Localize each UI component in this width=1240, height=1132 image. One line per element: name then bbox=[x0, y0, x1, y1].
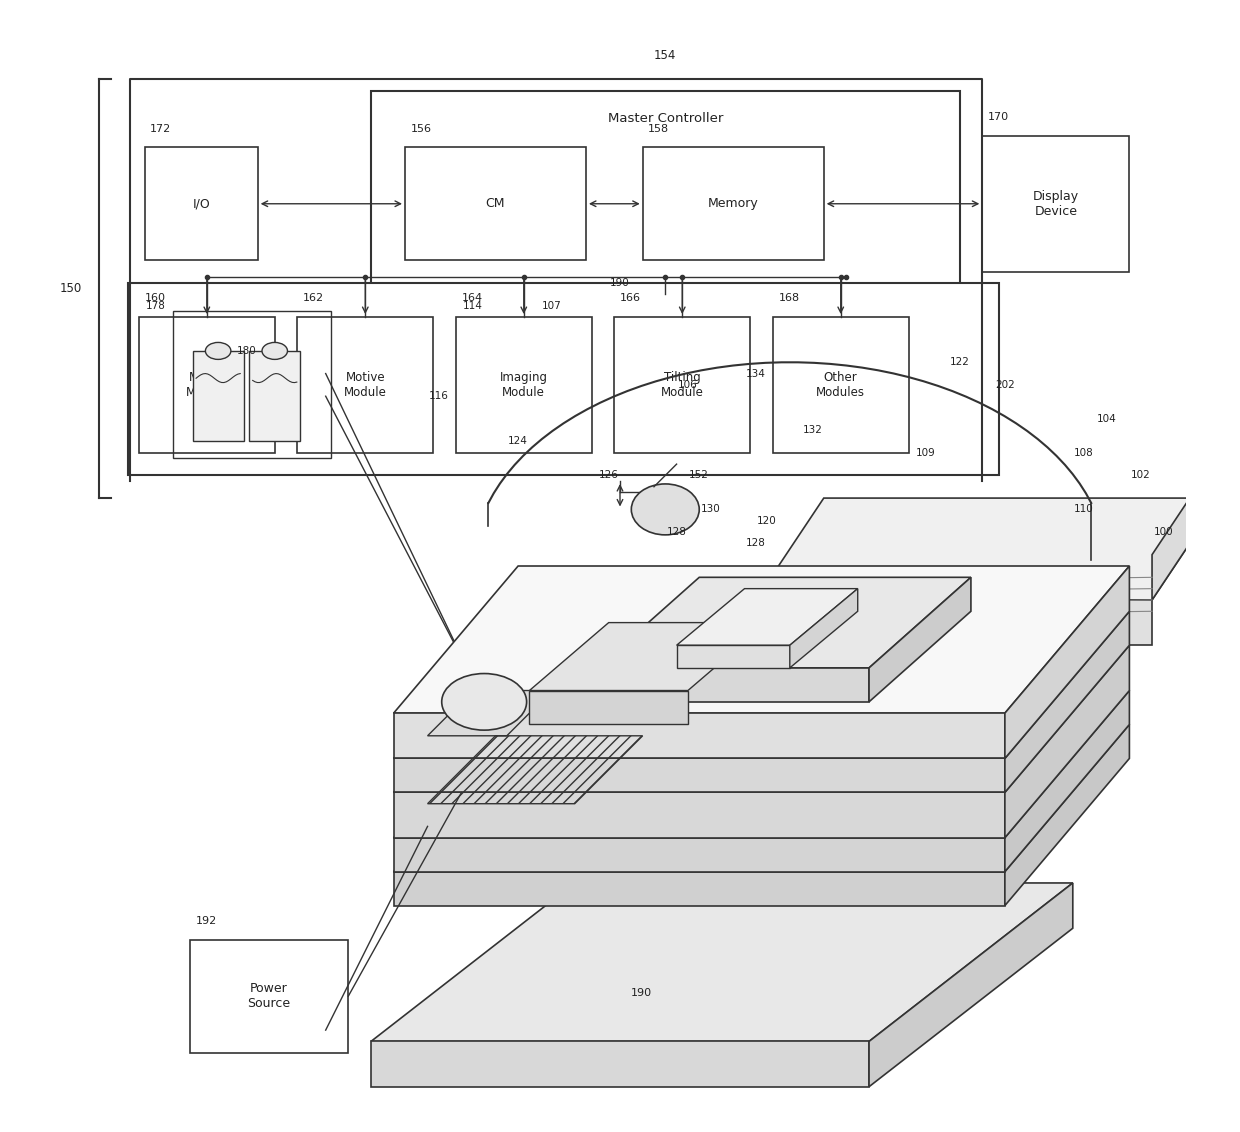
Text: 114: 114 bbox=[463, 301, 482, 310]
Text: Media
Module: Media Module bbox=[186, 371, 228, 398]
Polygon shape bbox=[869, 577, 971, 702]
FancyBboxPatch shape bbox=[192, 351, 243, 441]
Polygon shape bbox=[756, 600, 1152, 645]
Text: Power
Source: Power Source bbox=[248, 983, 290, 1010]
Text: 107: 107 bbox=[542, 301, 562, 310]
FancyBboxPatch shape bbox=[405, 147, 587, 260]
Text: 168: 168 bbox=[779, 293, 800, 303]
Text: 110: 110 bbox=[1074, 505, 1094, 514]
Text: 109: 109 bbox=[916, 448, 935, 457]
Text: 154: 154 bbox=[653, 50, 677, 62]
Polygon shape bbox=[428, 691, 552, 736]
Text: 202: 202 bbox=[994, 380, 1014, 389]
Text: 178: 178 bbox=[146, 301, 166, 310]
Text: 126: 126 bbox=[599, 471, 619, 480]
FancyBboxPatch shape bbox=[190, 940, 348, 1053]
Text: 156: 156 bbox=[410, 123, 432, 134]
Text: Motive
Module: Motive Module bbox=[343, 371, 387, 398]
Text: Imaging
Module: Imaging Module bbox=[500, 371, 548, 398]
Polygon shape bbox=[393, 724, 1130, 872]
FancyBboxPatch shape bbox=[298, 317, 433, 453]
Text: 160: 160 bbox=[145, 293, 166, 303]
Text: 162: 162 bbox=[303, 293, 324, 303]
Text: 108: 108 bbox=[1074, 448, 1094, 457]
Polygon shape bbox=[1152, 453, 1220, 600]
FancyBboxPatch shape bbox=[642, 147, 823, 260]
Polygon shape bbox=[393, 566, 1130, 713]
Polygon shape bbox=[598, 577, 971, 668]
FancyBboxPatch shape bbox=[456, 317, 591, 453]
Polygon shape bbox=[393, 645, 1130, 792]
Polygon shape bbox=[756, 498, 1220, 600]
Polygon shape bbox=[393, 611, 1130, 758]
FancyBboxPatch shape bbox=[982, 136, 1130, 272]
Text: I/O: I/O bbox=[192, 197, 210, 211]
Text: CM: CM bbox=[486, 197, 505, 211]
Polygon shape bbox=[393, 713, 1004, 758]
Polygon shape bbox=[529, 623, 768, 691]
Polygon shape bbox=[1004, 645, 1130, 838]
Text: 170: 170 bbox=[988, 112, 1009, 122]
FancyBboxPatch shape bbox=[773, 317, 909, 453]
Ellipse shape bbox=[441, 674, 527, 730]
Text: 158: 158 bbox=[649, 123, 670, 134]
Polygon shape bbox=[1004, 724, 1130, 906]
Text: 120: 120 bbox=[758, 516, 777, 525]
Text: Tilting
Module: Tilting Module bbox=[661, 371, 703, 398]
Text: Other
Modules: Other Modules bbox=[816, 371, 866, 398]
FancyBboxPatch shape bbox=[249, 351, 300, 441]
Text: 150: 150 bbox=[60, 282, 82, 295]
Polygon shape bbox=[790, 589, 858, 668]
Text: 106: 106 bbox=[678, 380, 698, 389]
Text: 152: 152 bbox=[689, 471, 709, 480]
FancyBboxPatch shape bbox=[371, 91, 960, 294]
Text: 180: 180 bbox=[237, 346, 257, 355]
Text: Memory: Memory bbox=[708, 197, 759, 211]
Text: 122: 122 bbox=[950, 358, 970, 367]
FancyBboxPatch shape bbox=[128, 283, 999, 475]
Polygon shape bbox=[371, 1041, 869, 1087]
Text: 128: 128 bbox=[746, 539, 766, 548]
FancyBboxPatch shape bbox=[139, 317, 275, 453]
Text: 134: 134 bbox=[746, 369, 766, 378]
FancyBboxPatch shape bbox=[614, 317, 750, 453]
Text: Display
Device: Display Device bbox=[1033, 190, 1079, 217]
Polygon shape bbox=[393, 758, 1004, 792]
Polygon shape bbox=[393, 872, 1004, 906]
Text: 124: 124 bbox=[508, 437, 528, 446]
Polygon shape bbox=[371, 883, 1073, 1041]
Polygon shape bbox=[393, 838, 1004, 872]
Text: 102: 102 bbox=[1131, 471, 1151, 480]
Polygon shape bbox=[1004, 691, 1130, 872]
Text: 128: 128 bbox=[667, 528, 687, 537]
Text: 100: 100 bbox=[1153, 528, 1173, 537]
Text: 172: 172 bbox=[150, 123, 171, 134]
FancyBboxPatch shape bbox=[145, 147, 258, 260]
Polygon shape bbox=[677, 645, 790, 668]
Text: 116: 116 bbox=[429, 392, 449, 401]
Polygon shape bbox=[598, 668, 869, 702]
Text: 164: 164 bbox=[461, 293, 482, 303]
Ellipse shape bbox=[631, 484, 699, 535]
Text: Master Controller: Master Controller bbox=[608, 112, 723, 126]
Polygon shape bbox=[393, 792, 1004, 838]
Ellipse shape bbox=[262, 343, 288, 360]
Text: 104: 104 bbox=[1097, 414, 1117, 423]
Text: 130: 130 bbox=[701, 505, 720, 514]
Polygon shape bbox=[1004, 611, 1130, 792]
Text: 190: 190 bbox=[610, 278, 630, 288]
Polygon shape bbox=[393, 691, 1130, 838]
Text: 192: 192 bbox=[196, 916, 217, 926]
Text: 166: 166 bbox=[620, 293, 641, 303]
Ellipse shape bbox=[206, 343, 231, 360]
Polygon shape bbox=[869, 883, 1073, 1087]
Polygon shape bbox=[529, 691, 688, 724]
Polygon shape bbox=[1004, 566, 1130, 758]
Polygon shape bbox=[677, 589, 858, 645]
Text: 132: 132 bbox=[802, 426, 822, 435]
Text: 190: 190 bbox=[631, 988, 652, 998]
